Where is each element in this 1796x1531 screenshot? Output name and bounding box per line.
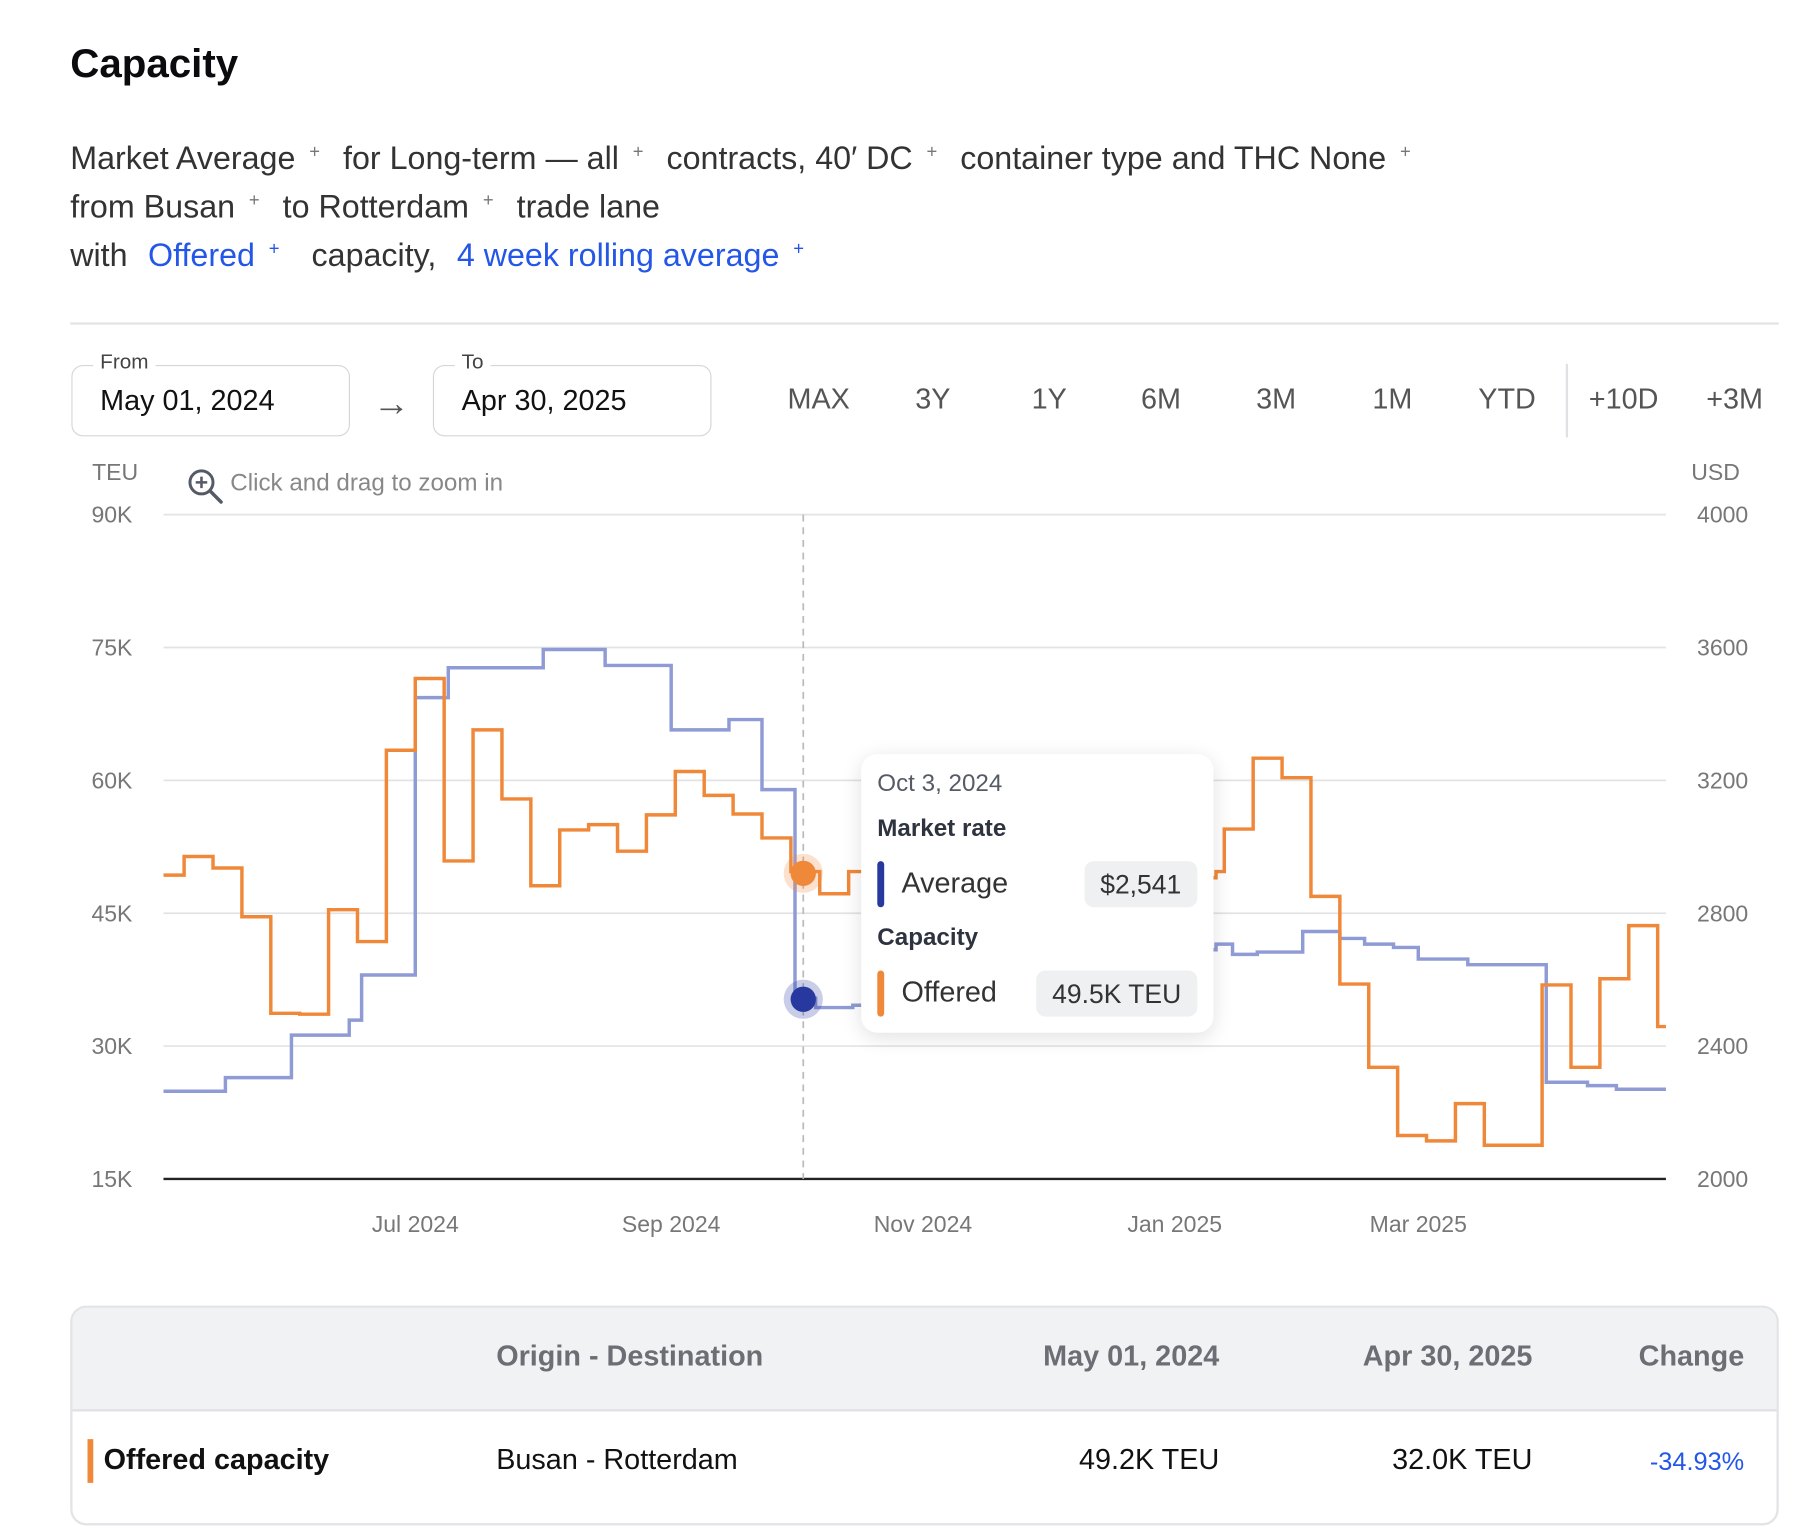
filter-selector[interactable]: for Long-term — all +: [343, 140, 655, 176]
filter-text: Market Average: [70, 140, 296, 177]
filter-line-1: Market Average + for Long-term — all + contr…: [70, 140, 1433, 177]
left-axis-tick: 30K: [91, 1033, 133, 1059]
filter-selector[interactable]: contracts, 40′ DC +: [667, 140, 949, 176]
header-end-date: Apr 30, 2025: [1362, 1340, 1533, 1373]
zoom-in-icon: [188, 469, 223, 504]
tooltip-capacity-heading: Capacity: [877, 924, 979, 951]
rolling-average-label: 4 week rolling average: [456, 237, 780, 273]
row-lane: Busan - Rotterdam: [496, 1443, 738, 1476]
with-text: with: [70, 237, 128, 273]
row-name: Offered capacity: [103, 1443, 330, 1476]
to-value: Apr 30, 2025: [461, 384, 627, 417]
range-button-1m[interactable]: 1M: [1372, 383, 1413, 416]
filter-text: contracts, 40′ DC: [666, 140, 913, 177]
row-start-value: 49.2K TEU: [1078, 1443, 1220, 1476]
x-axis-tick: Mar 2025: [1370, 1211, 1467, 1237]
plus-icon: +: [268, 239, 280, 259]
right-axis-tick: 2000: [1697, 1166, 1748, 1192]
row-end-value: 32.0K TEU: [1392, 1443, 1533, 1476]
tooltip-offered-value: 49.5K TEU: [1036, 970, 1198, 1017]
filter-text: trade lane: [516, 188, 661, 225]
average-marker: [790, 986, 816, 1012]
filter-text: container type and THC None: [960, 140, 1387, 177]
plus-icon: +: [309, 142, 320, 162]
filter-text: to Rotterdam: [282, 188, 470, 225]
offered-marker: [790, 860, 816, 887]
filter-line-3: with Offered + capacity, 4 week rolling a…: [70, 237, 827, 274]
capacity-text: capacity,: [311, 237, 437, 273]
filter-selector[interactable]: from Busan +: [70, 189, 271, 225]
left-axis-tick: 75K: [91, 635, 133, 661]
plus-icon: +: [793, 239, 804, 259]
capacity-type-label: Offered: [148, 237, 255, 273]
x-axis-tick: Sep 2024: [622, 1211, 721, 1237]
range-button-max[interactable]: MAX: [787, 383, 850, 416]
x-axis-tick: Jul 2024: [372, 1211, 459, 1237]
filter-selector[interactable]: to Rotterdam +: [283, 189, 505, 225]
from-value: May 01, 2024: [100, 384, 275, 417]
rolling-average-selector[interactable]: 4 week rolling average +: [457, 237, 816, 273]
right-axis-tick: 3600: [1697, 635, 1748, 661]
from-date-input[interactable]: From May 01, 2024: [71, 349, 350, 437]
left-axis-tick: 45K: [91, 900, 133, 926]
right-axis-tick: 4000: [1697, 502, 1748, 528]
summary-table: Origin - Destination May 01, 2024 Apr 30…: [70, 1305, 1779, 1526]
from-label: From: [93, 349, 156, 375]
range-button-1y[interactable]: 1Y: [1031, 383, 1067, 416]
arrow-right-icon: →: [373, 382, 410, 424]
header-origin-destination: Origin - Destination: [496, 1340, 764, 1373]
header-start-date: May 01, 2024: [1043, 1340, 1220, 1373]
filter-line-2: from Busan + to Rotterdam + trade lane: [70, 189, 683, 226]
to-label: To: [454, 349, 491, 375]
plus-icon: +: [1399, 142, 1411, 162]
plus-icon: +: [248, 190, 260, 211]
x-axis-tick: Jan 2025: [1127, 1211, 1222, 1237]
extend-button-plus-3m[interactable]: +3M: [1706, 383, 1764, 416]
average-legend-swatch: [877, 861, 885, 908]
tooltip-date: Oct 3, 2024: [877, 770, 1003, 797]
range-button-3m[interactable]: 3M: [1256, 383, 1297, 416]
offered-color-swatch: [87, 1439, 94, 1483]
right-axis-tick: 2800: [1697, 900, 1748, 926]
filter-selector: trade lane: [517, 189, 672, 225]
extend-button-plus-10d[interactable]: +10D: [1588, 383, 1659, 416]
right-axis-tick: 3200: [1697, 767, 1748, 793]
tooltip-average-value: $2,541: [1084, 861, 1198, 908]
header-change: Change: [1638, 1340, 1745, 1373]
tooltip-market-rate-heading: Market rate: [877, 815, 1007, 842]
plus-icon: +: [482, 190, 494, 211]
tooltip-average-label: Average: [901, 866, 1009, 900]
right-axis-tick: 2400: [1697, 1033, 1748, 1059]
left-axis-tick: 15K: [91, 1166, 133, 1192]
x-axis-tick: Nov 2024: [874, 1211, 973, 1237]
range-button-6m[interactable]: 6M: [1140, 383, 1181, 416]
chart-tooltip: Oct 3, 2024 Market rate Average $2,541 C…: [861, 754, 1214, 1033]
right-axis-unit: USD: [1691, 460, 1740, 486]
range-separator: [1565, 363, 1569, 438]
plus-icon: +: [632, 142, 644, 162]
range-button-ytd[interactable]: YTD: [1478, 383, 1536, 416]
tooltip-offered-label: Offered: [901, 976, 997, 1009]
zoom-hint: Click and drag to zoom in: [230, 469, 504, 497]
left-axis-unit: TEU: [92, 460, 139, 486]
offered-legend-swatch: [877, 970, 885, 1017]
filter-text: from Busan: [70, 188, 236, 225]
filter-selector[interactable]: container type and THC None +: [960, 140, 1422, 176]
plus-icon: +: [926, 142, 938, 162]
to-date-input[interactable]: To Apr 30, 2025: [432, 349, 712, 437]
capacity-type-selector[interactable]: Offered +: [148, 237, 291, 273]
table-header: Origin - Destination May 01, 2024 Apr 30…: [72, 1307, 1777, 1412]
left-axis-tick: 90K: [91, 502, 133, 528]
divider: [70, 322, 1779, 325]
filter-text: for Long-term — all: [343, 140, 619, 177]
filter-selector[interactable]: Market Average +: [70, 140, 331, 176]
row-change: -34.93%: [1649, 1447, 1745, 1476]
page-title: Capacity: [70, 41, 239, 87]
capacity-chart[interactable]: 90K 75K 60K 45K 30K 15K 4000 3600 3200 2800 2400 20…: [0, 0, 1796, 1278]
left-axis-tick: 60K: [91, 767, 133, 793]
range-button-3y[interactable]: 3Y: [915, 383, 951, 416]
